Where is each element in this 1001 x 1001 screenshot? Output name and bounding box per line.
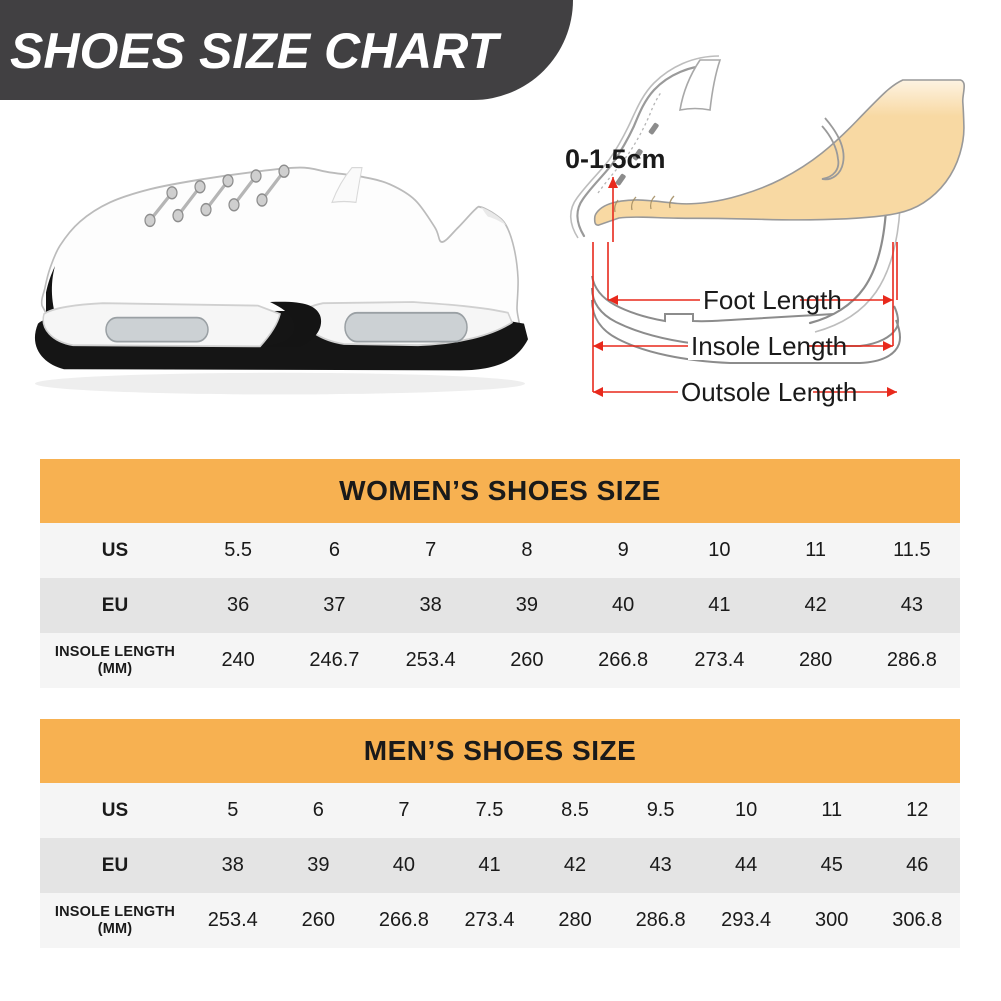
svg-text:0-1.5cm: 0-1.5cm [565,144,666,174]
svg-text:Insole Length: Insole Length [691,331,847,361]
svg-text:Foot Length: Foot Length [703,285,842,315]
svg-text:Outsole Length: Outsole Length [681,377,857,407]
